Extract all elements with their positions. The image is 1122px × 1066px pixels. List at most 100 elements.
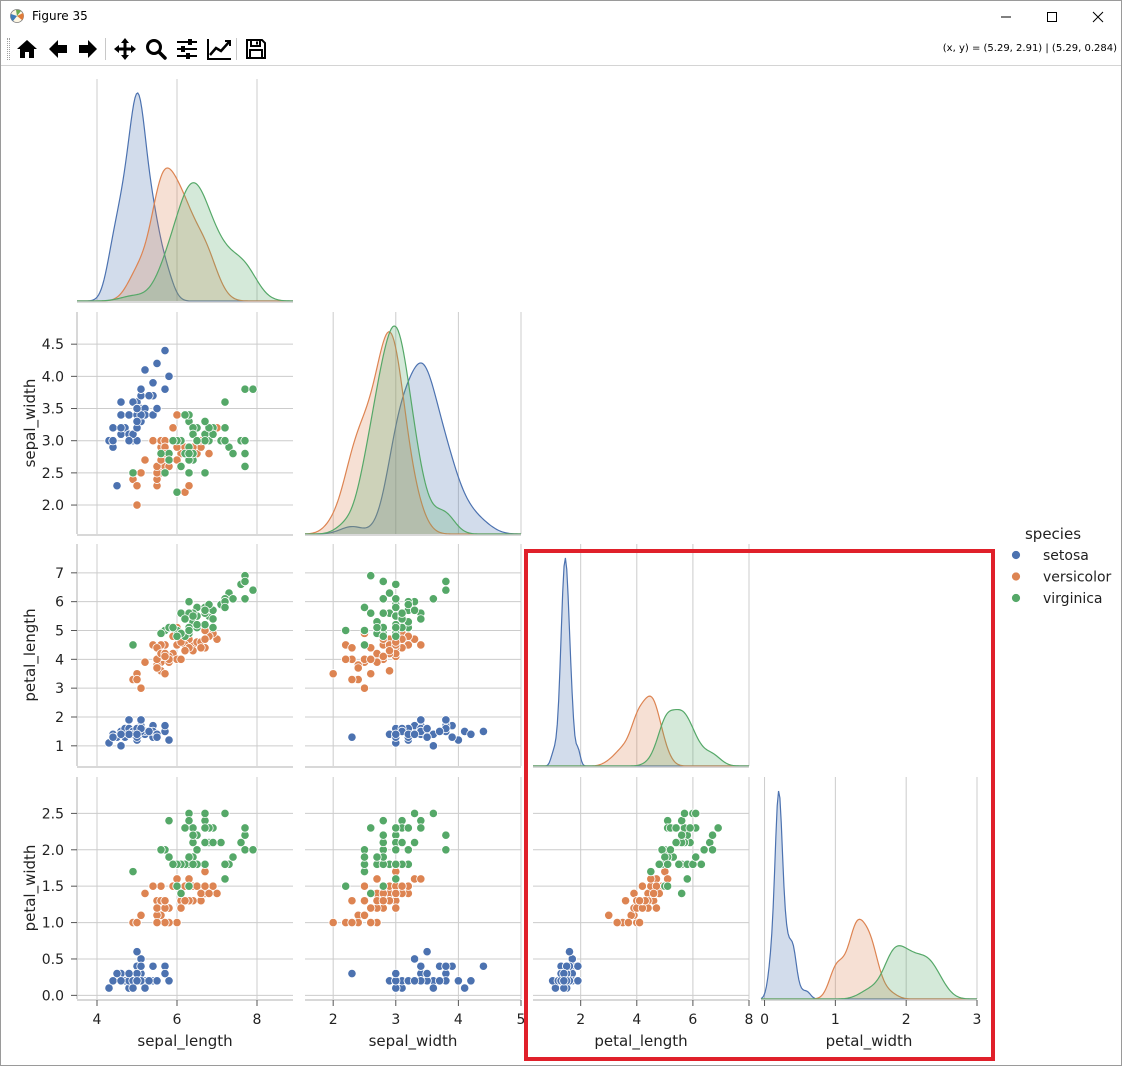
scatter-point-versicolor bbox=[359, 910, 370, 920]
scatter-point-virginica bbox=[168, 623, 178, 633]
scatter-point-virginica bbox=[679, 808, 690, 818]
scatter-point-virginica bbox=[228, 448, 238, 459]
x-tick-label: 5 bbox=[517, 1012, 526, 1028]
scatter-point-versicolor bbox=[347, 896, 357, 906]
scatter-point-virginica bbox=[403, 845, 413, 855]
scatter-point-virginica bbox=[240, 594, 250, 604]
scatter-point-setosa bbox=[116, 741, 126, 751]
maximize-button[interactable] bbox=[1029, 1, 1075, 32]
scatter-point-virginica bbox=[164, 852, 174, 862]
scatter-point-versicolor bbox=[136, 910, 146, 920]
y-tick-label: 2.0 bbox=[42, 498, 64, 514]
y-tick-label: 2.0 bbox=[42, 843, 64, 859]
scatter-point-virginica bbox=[707, 845, 718, 855]
scatter-point-virginica bbox=[341, 881, 351, 891]
edit-axes-button[interactable] bbox=[205, 35, 233, 63]
scatter-point-setosa bbox=[136, 384, 146, 394]
scatter-point-virginica bbox=[378, 816, 388, 826]
kde-line-virginica bbox=[304, 325, 521, 535]
matplotlib-icon bbox=[10, 9, 24, 23]
scatter-point-virginica bbox=[428, 808, 438, 818]
scatter-point-versicolor bbox=[328, 669, 338, 679]
y-tick-label: 2.5 bbox=[42, 806, 64, 822]
scatter-point-setosa bbox=[466, 976, 476, 986]
scatter-point-virginica bbox=[378, 594, 388, 604]
scatter-point-virginica bbox=[164, 816, 174, 826]
scatter-point-virginica bbox=[372, 852, 382, 862]
x-tick-label: 8 bbox=[253, 1012, 262, 1028]
subplot-petal_width-vs-sepal_width bbox=[305, 777, 522, 1001]
scatter-point-virginica bbox=[409, 605, 420, 615]
back-button[interactable] bbox=[44, 35, 72, 63]
scatter-point-virginica bbox=[200, 605, 210, 615]
x-tick-label: 4 bbox=[93, 1012, 102, 1028]
scatter-point-setosa bbox=[347, 968, 357, 979]
scatter-point-virginica bbox=[200, 620, 210, 630]
scatter-point-setosa bbox=[132, 976, 142, 986]
scatter-point-virginica bbox=[192, 620, 202, 630]
scatter-point-versicolor bbox=[604, 910, 614, 920]
legend-label-setosa: setosa bbox=[1043, 548, 1089, 564]
scatter-point-versicolor bbox=[391, 903, 401, 913]
maximize-icon bbox=[1047, 11, 1057, 22]
kde-fill-virginica bbox=[761, 945, 977, 999]
zoom-button[interactable] bbox=[142, 35, 170, 63]
scatter-point-setosa bbox=[422, 968, 432, 979]
minimize-button[interactable] bbox=[983, 1, 1029, 32]
scatter-point-virginica bbox=[220, 397, 230, 407]
home-button[interactable] bbox=[13, 35, 41, 63]
scatter-point-setosa bbox=[160, 384, 170, 394]
scatter-point-versicolor bbox=[156, 881, 166, 891]
x-tick-label: 3 bbox=[391, 1012, 400, 1028]
scatter-point-versicolor bbox=[328, 917, 338, 928]
toolbar-grip[interactable] bbox=[7, 38, 10, 60]
scatter-point-virginica bbox=[699, 845, 709, 855]
scatter-point-virginica bbox=[663, 859, 673, 869]
kde-fill-versicolor bbox=[533, 696, 749, 766]
scatter-point-virginica bbox=[391, 631, 401, 641]
scatter-point-virginica bbox=[677, 888, 687, 899]
subplot-petal_length-vs-sepal_length bbox=[76, 544, 293, 768]
scatter-point-setosa bbox=[447, 732, 457, 742]
scatter-point-versicolor bbox=[416, 640, 426, 650]
scatter-point-virginica bbox=[441, 830, 451, 840]
arrow-right-icon bbox=[79, 40, 97, 58]
scatter-point-virginica bbox=[240, 823, 250, 833]
scatter-point-setosa bbox=[144, 726, 154, 737]
y-tick-label: 0.0 bbox=[42, 988, 64, 1004]
scatter-point-versicolor bbox=[378, 896, 388, 906]
scatter-point-virginica bbox=[200, 468, 210, 478]
magnifier-icon bbox=[146, 39, 167, 60]
scatter-point-setosa bbox=[116, 976, 126, 986]
scatter-point-versicolor bbox=[168, 423, 178, 433]
scatter-point-setosa bbox=[573, 961, 583, 971]
scatter-point-versicolor bbox=[148, 436, 158, 446]
x-axis-label: sepal_width bbox=[369, 1032, 458, 1051]
x-tick-label: 1 bbox=[831, 1012, 840, 1028]
close-button[interactable] bbox=[1075, 1, 1121, 32]
scatter-point-setosa bbox=[160, 968, 170, 979]
forward-button[interactable] bbox=[74, 35, 102, 63]
scatter-point-versicolor bbox=[180, 646, 190, 656]
scatter-point-setosa bbox=[422, 732, 432, 742]
scatter-point-virginica bbox=[240, 448, 250, 459]
scatter-point-versicolor bbox=[140, 888, 150, 899]
subplots-button[interactable] bbox=[173, 35, 201, 63]
scatter-point-setosa bbox=[136, 715, 146, 725]
scatter-point-virginica bbox=[428, 594, 438, 604]
save-button[interactable] bbox=[242, 35, 270, 63]
pan-button[interactable] bbox=[111, 35, 139, 63]
scatter-point-virginica bbox=[240, 845, 250, 855]
x-tick-label: 4 bbox=[632, 1012, 641, 1028]
scatter-point-setosa bbox=[132, 416, 142, 426]
kde-line-virginica bbox=[533, 708, 749, 767]
window-title: Figure 35 bbox=[32, 9, 88, 23]
scatter-point-virginica bbox=[391, 623, 401, 633]
scatter-point-virginica bbox=[220, 602, 230, 613]
scatter-point-virginica bbox=[228, 594, 238, 604]
scatter-point-versicolor bbox=[384, 646, 395, 656]
scatter-point-virginica bbox=[359, 640, 370, 650]
scatter-point-virginica bbox=[200, 823, 210, 833]
scatter-point-virginica bbox=[128, 867, 138, 877]
